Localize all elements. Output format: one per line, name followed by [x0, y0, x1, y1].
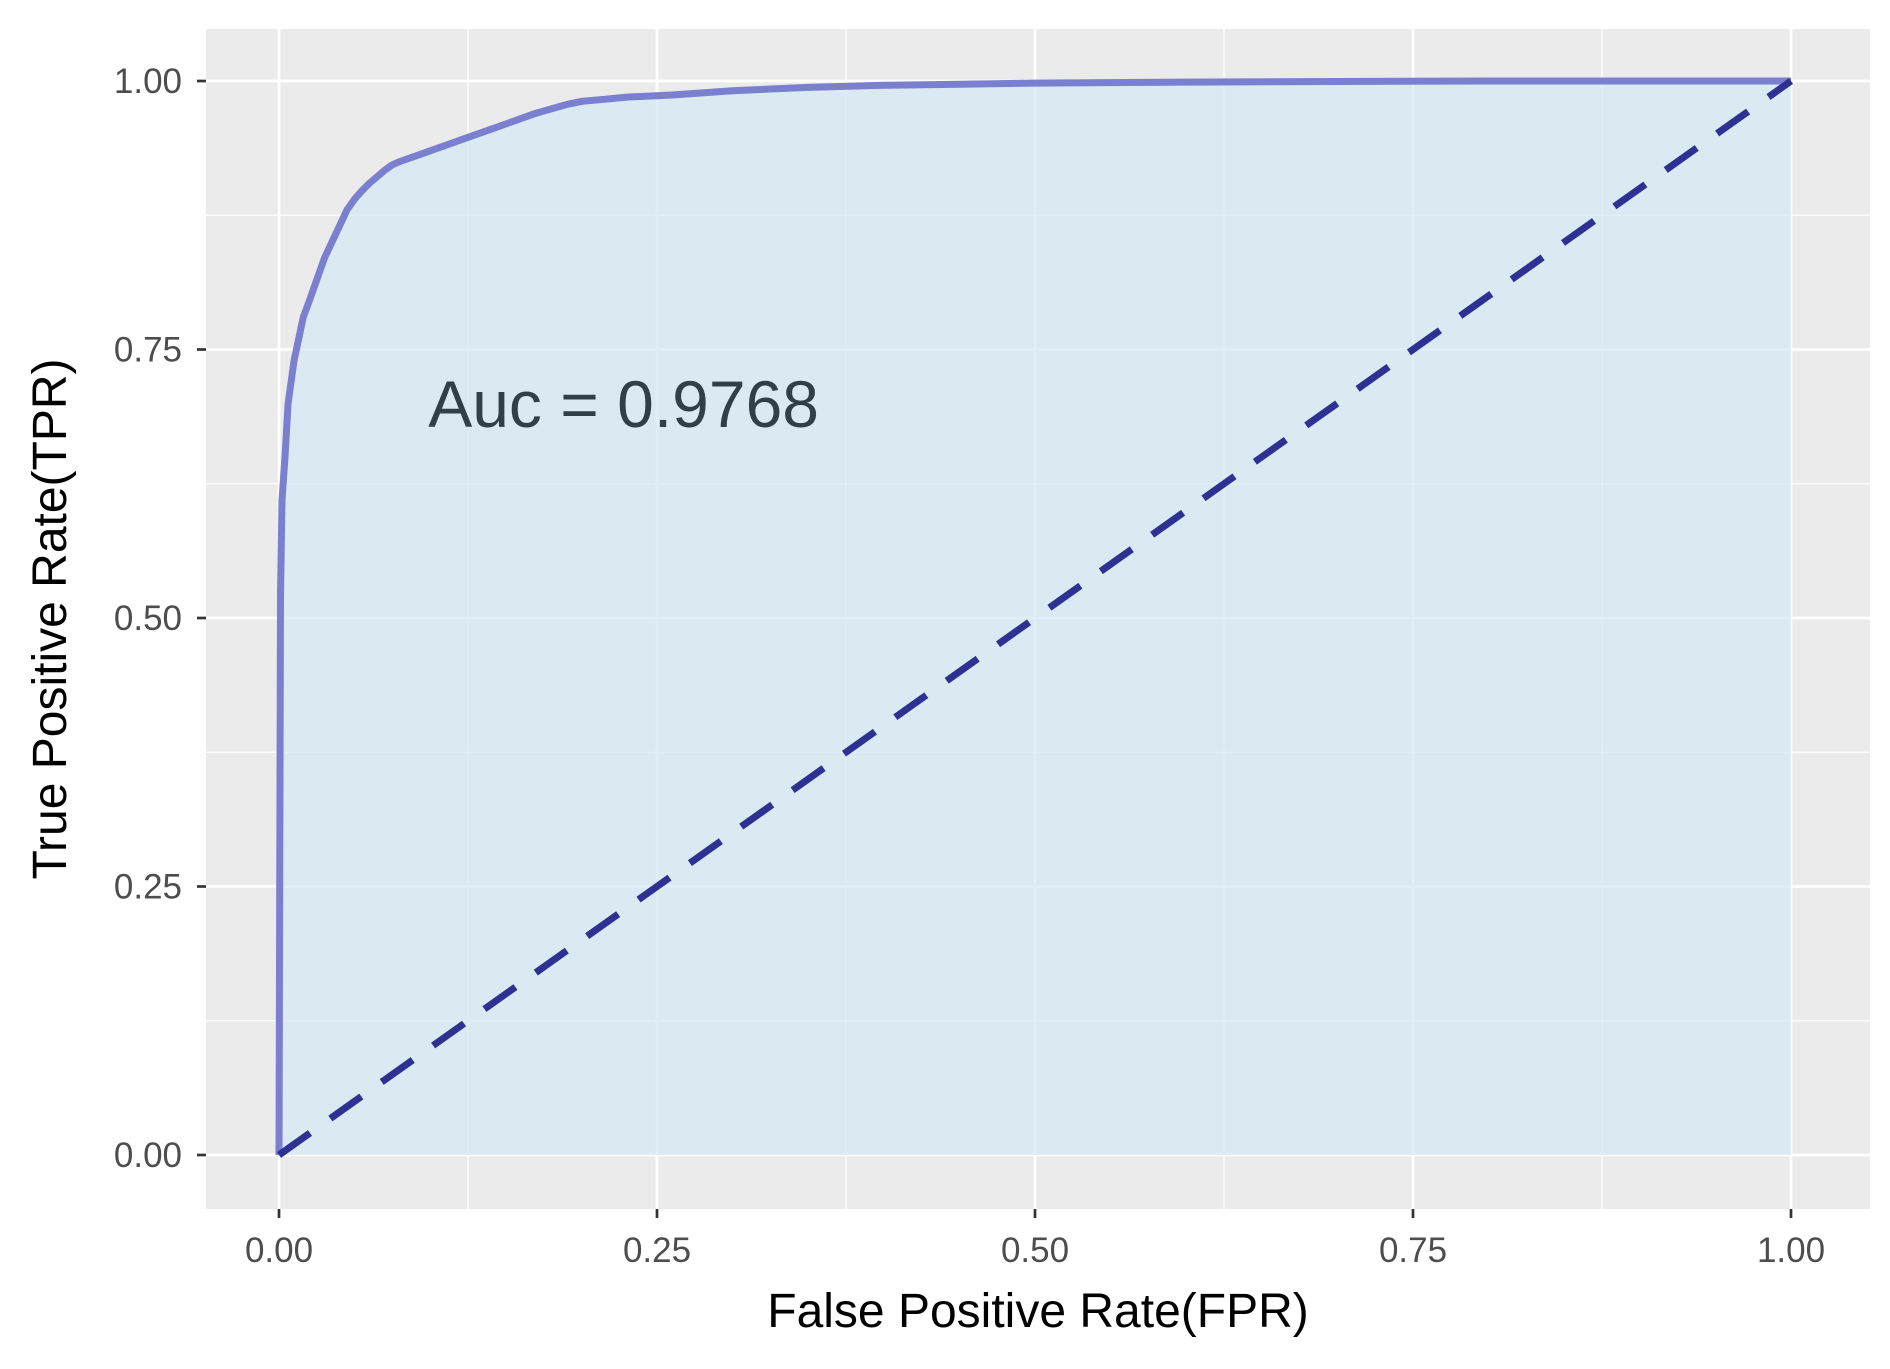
auc-annotation: Auc = 0.9768	[428, 367, 819, 441]
roc-curve-line	[275, 77, 1791, 1156]
x-axis-ticks: 0.00 0.25 0.50 0.75 1.00	[245, 1209, 1825, 1270]
x-tick-label: 0.50	[1001, 1231, 1069, 1270]
x-axis-title: False Positive Rate(FPR)	[767, 1285, 1308, 1338]
y-tick-label: 0.50	[114, 599, 182, 638]
x-tick-label: 1.00	[1757, 1231, 1825, 1270]
x-tick-label: 0.75	[1379, 1231, 1447, 1270]
y-tick-label: 1.00	[114, 62, 182, 101]
y-tick-label: 0.00	[114, 1136, 182, 1175]
y-tick-label: 0.75	[114, 331, 182, 370]
y-tick-label: 0.25	[114, 868, 182, 907]
y-axis-ticks: 0.00 0.25 0.50 0.75 1.00	[114, 62, 206, 1175]
x-tick-label: 0.00	[245, 1231, 313, 1270]
x-tick-label: 0.25	[623, 1231, 691, 1270]
diagonal-reference-line	[276, 78, 1794, 1158]
y-axis-title: True Positive Rate(TPR)	[24, 358, 77, 879]
